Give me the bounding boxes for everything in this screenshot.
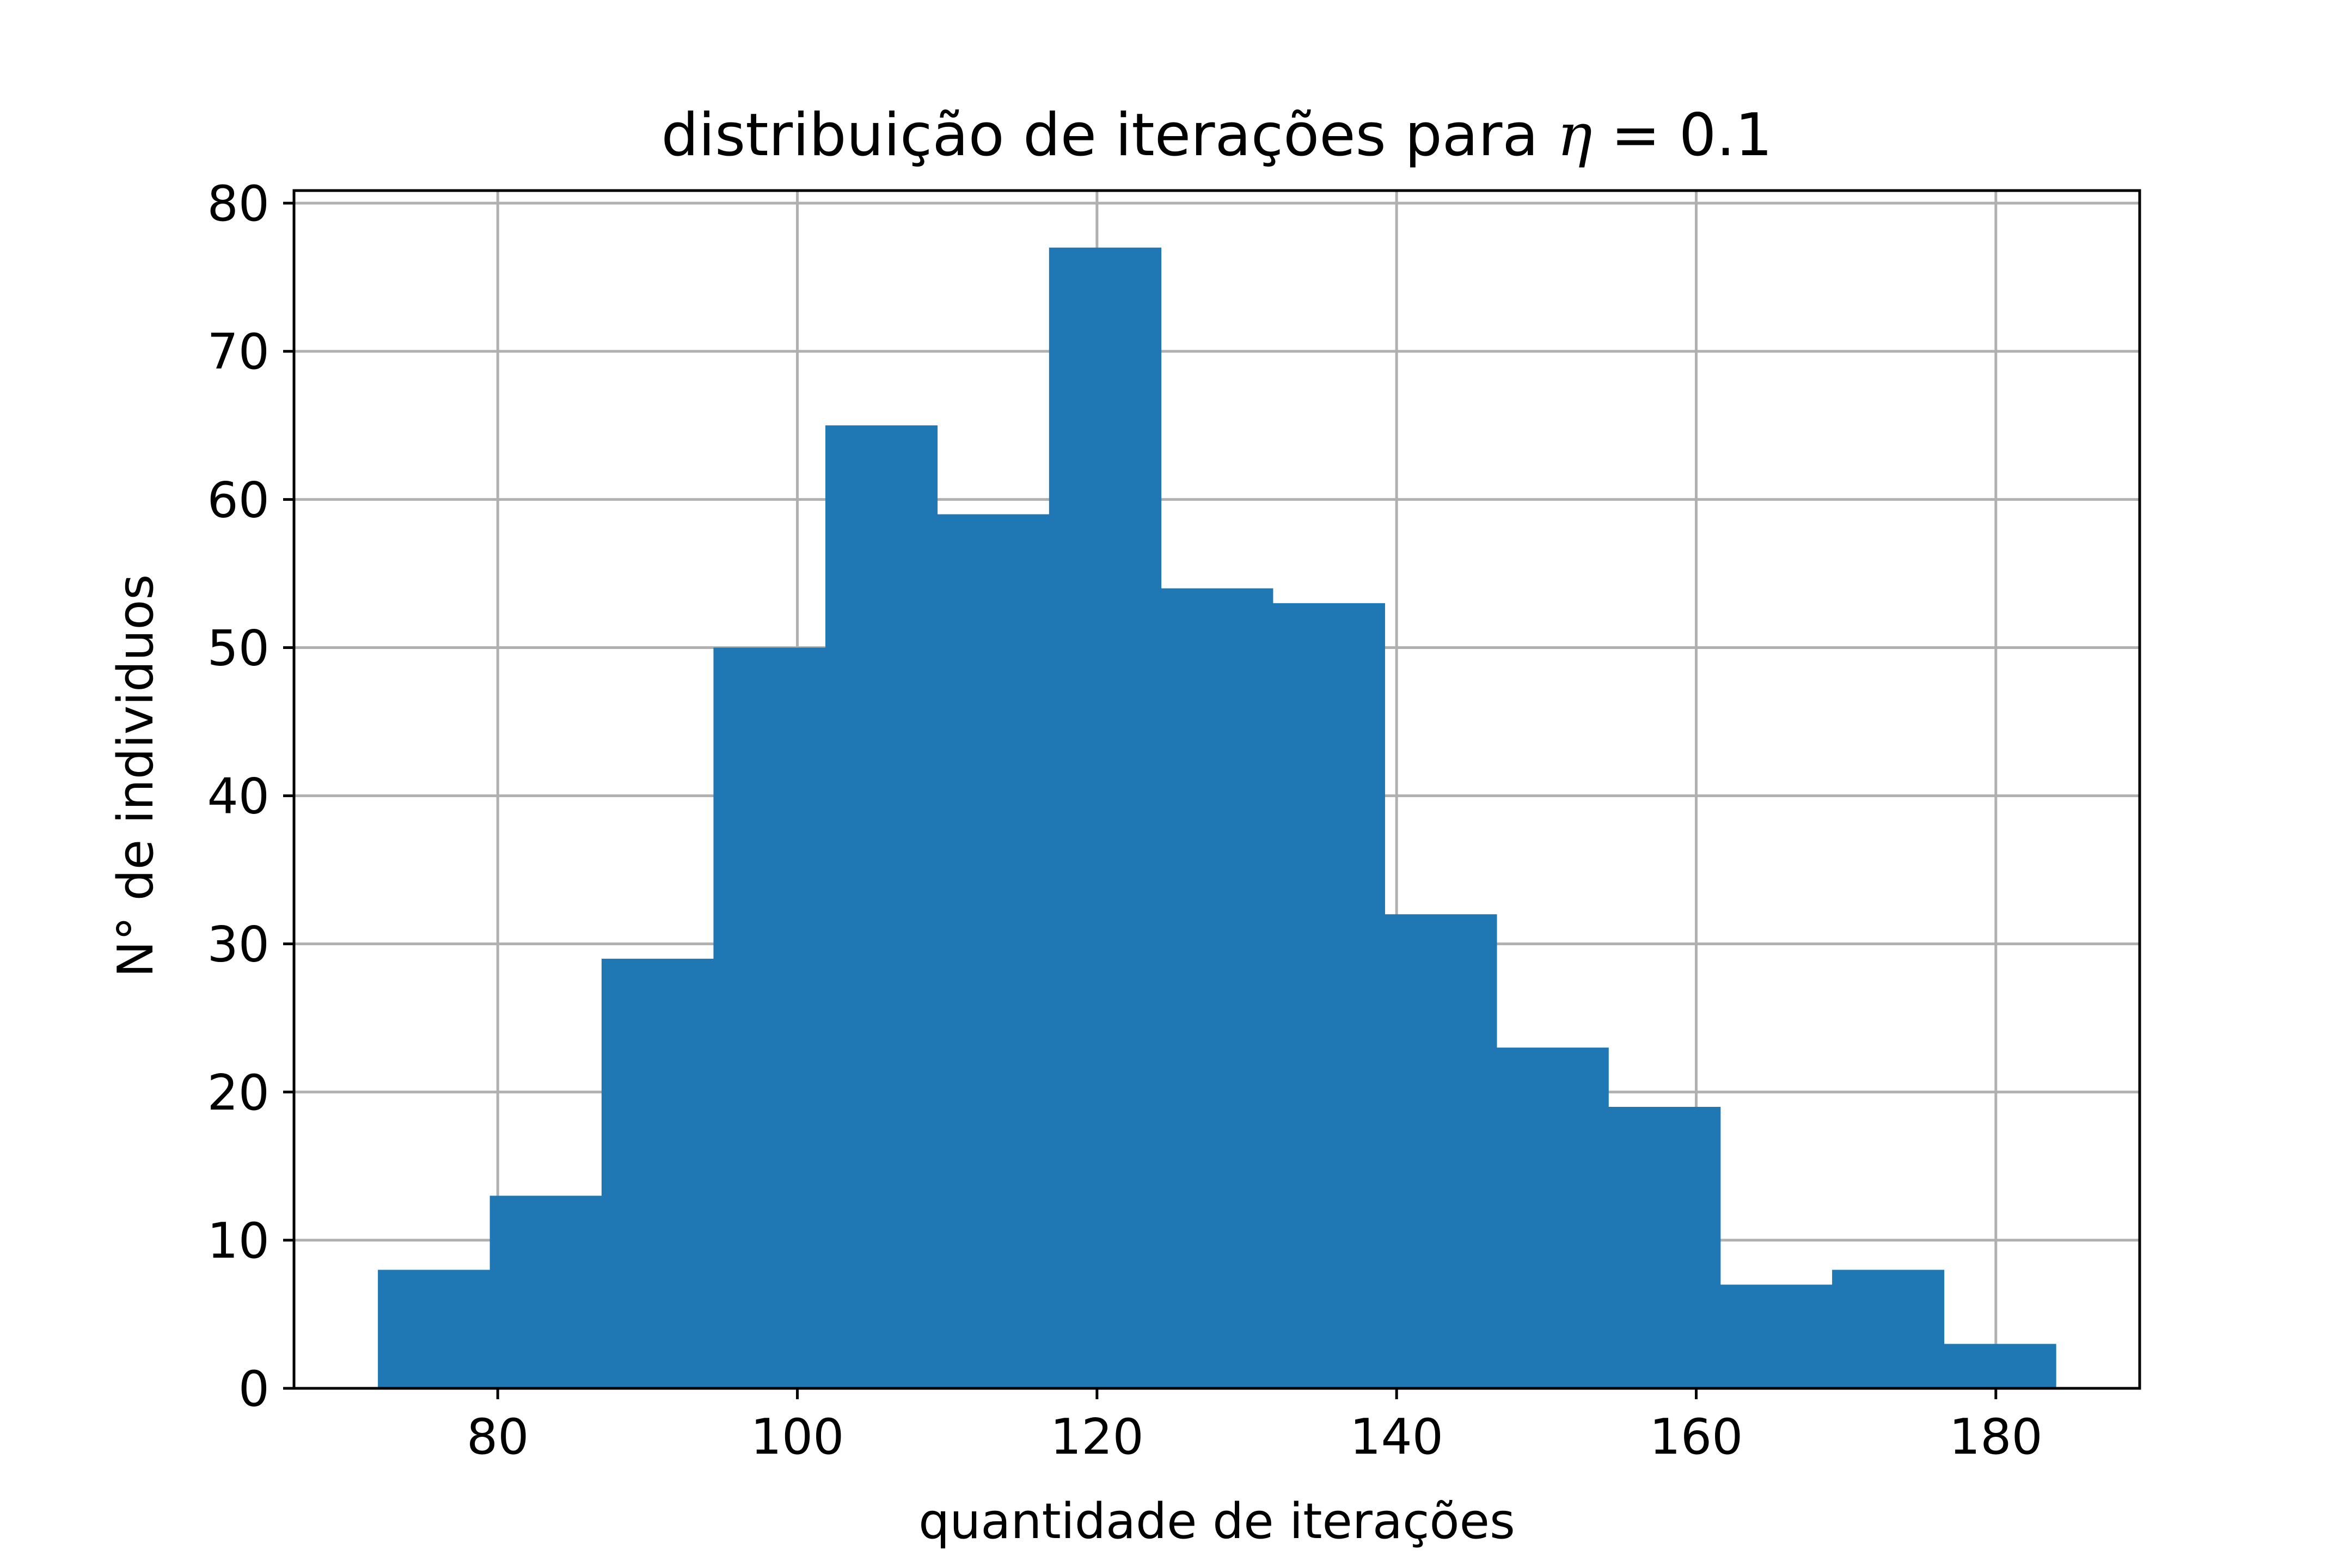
title-suffix: = 0.1 (1592, 101, 1773, 169)
histogram-bar (1720, 1284, 1833, 1388)
y-tick-label: 70 (207, 323, 270, 381)
title-prefix: distribuição de iterações para (661, 101, 1557, 169)
plot-frame (292, 189, 2141, 1390)
histogram-bar (1608, 1106, 1721, 1388)
x-tick-label: 140 (1350, 1408, 1443, 1466)
axis-ticks: 80 100 120 140 160 180 0 10 20 30 40 50 60 70 80 (207, 175, 2042, 1466)
histogram-bar (601, 958, 714, 1388)
x-tick-label: 180 (1949, 1408, 2043, 1466)
histogram-bar (1944, 1344, 2056, 1388)
y-tick-label: 10 (207, 1212, 270, 1270)
histogram-bar (378, 1270, 491, 1388)
histogram-bar (489, 1196, 602, 1388)
chart-title: distribuição de iterações para η = 0.1 (661, 101, 1772, 169)
histogram-bar (1161, 588, 1273, 1388)
x-tick-label: 120 (1050, 1408, 1144, 1466)
y-tick-label: 50 (207, 620, 270, 677)
y-axis-label: N° de individuos (107, 574, 164, 978)
y-tick-label: 60 (207, 471, 270, 529)
histogram-bar (713, 647, 826, 1388)
x-tick-label: 100 (751, 1408, 844, 1466)
histogram-bar (937, 514, 1050, 1388)
histogram-bar (1049, 247, 1162, 1388)
title-symbol: η (1557, 101, 1592, 169)
histogram-bar (1496, 1048, 1609, 1388)
y-tick-label: 80 (207, 175, 270, 232)
x-tick-label: 80 (467, 1408, 529, 1466)
histogram-bar (1272, 603, 1385, 1388)
x-tick-label: 160 (1650, 1408, 1743, 1466)
y-tick-label: 30 (207, 916, 270, 973)
y-tick-label: 0 (238, 1361, 270, 1418)
histogram-bars (378, 247, 2056, 1389)
histogram-bar (825, 425, 938, 1389)
y-tick-label: 20 (207, 1064, 270, 1122)
y-tick-label: 40 (207, 768, 270, 825)
x-axis-label: quantidade de iterações (918, 1493, 1515, 1550)
grid-lines (294, 191, 2140, 1390)
histogram-bar (1832, 1270, 1945, 1388)
histogram-bar (1385, 914, 1497, 1388)
